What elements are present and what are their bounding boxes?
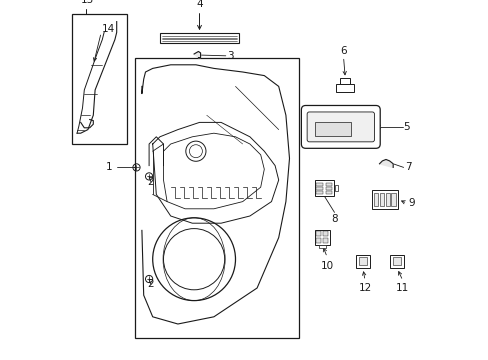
Bar [325,187,331,190]
Polygon shape [194,51,200,58]
Bar [316,191,322,194]
Text: 5: 5 [403,122,409,132]
Text: 13: 13 [81,0,94,5]
Bar [160,33,239,43]
Bar [358,257,366,265]
Text: 4: 4 [196,0,203,9]
Bar [134,58,298,338]
Bar [392,257,400,265]
Bar [325,183,331,186]
Bar [336,84,354,92]
Bar [325,191,331,194]
Bar [339,78,349,84]
Bar [373,193,378,206]
Bar [314,180,334,196]
Text: 2: 2 [147,279,154,289]
Bar [390,193,395,206]
Bar [314,122,350,136]
Text: 1: 1 [106,162,113,172]
FancyBboxPatch shape [301,105,380,148]
Text: 6: 6 [340,46,346,56]
Bar [316,231,321,236]
Text: 14: 14 [102,24,115,34]
Text: 2: 2 [147,177,154,187]
Text: 8: 8 [330,214,337,224]
Bar [389,255,403,268]
Bar [371,190,397,209]
Bar [316,238,321,243]
Bar [72,14,127,144]
Text: 7: 7 [404,162,410,172]
Text: 12: 12 [358,283,371,293]
Bar [385,193,389,206]
Bar [318,245,325,248]
Bar [322,238,327,243]
Polygon shape [379,159,392,167]
Bar [314,230,329,245]
FancyBboxPatch shape [306,112,374,142]
Bar [316,187,322,190]
Bar [316,183,322,186]
Text: 10: 10 [320,261,333,271]
Bar [379,193,384,206]
Text: 3: 3 [226,51,233,61]
Bar [334,185,337,191]
Text: 9: 9 [407,198,414,208]
Bar [322,231,327,236]
Bar [355,255,369,268]
Text: 11: 11 [395,283,408,293]
